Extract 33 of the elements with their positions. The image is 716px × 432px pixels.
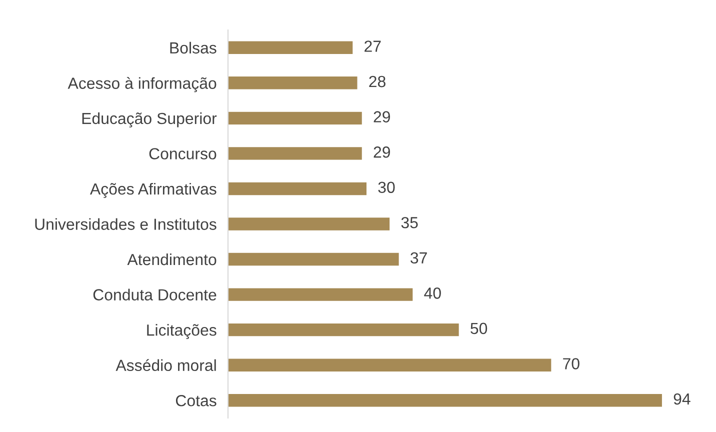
data-label: 29 xyxy=(374,146,390,158)
y-tick-label: Universidades e Institutos xyxy=(35,218,216,230)
y-tick-label: Licitações xyxy=(147,324,216,339)
data-label: 50 xyxy=(470,322,488,334)
bar xyxy=(228,112,362,125)
y-tick-label: Concurso xyxy=(149,148,216,160)
y-tick-label: Bolsas xyxy=(170,42,216,54)
y-tick-label: Cotas xyxy=(176,395,216,406)
data-label: 94 xyxy=(674,393,690,405)
bar xyxy=(228,218,390,230)
y-tick-label: Atendimento xyxy=(127,253,216,266)
bar xyxy=(228,252,399,266)
y-tick-label: Ações Afirmativas xyxy=(90,182,216,198)
y-tick-label: Acesso à informação xyxy=(68,77,216,92)
bar xyxy=(228,182,366,196)
y-tick-label: Assédio moral xyxy=(116,359,216,372)
bar xyxy=(228,147,362,160)
y-tick-label: Educação Superior xyxy=(82,112,217,128)
data-label: 40 xyxy=(424,288,441,299)
bar xyxy=(228,358,552,372)
data-label: 35 xyxy=(401,216,418,228)
bar xyxy=(228,41,353,54)
bar xyxy=(228,394,662,407)
data-label: 27 xyxy=(364,40,381,52)
data-label: 70 xyxy=(563,358,580,370)
data-label: 30 xyxy=(378,182,395,194)
data-label: 29 xyxy=(374,111,390,122)
data-label: 28 xyxy=(369,76,386,88)
y-tick-label: Conduta Docente xyxy=(93,288,216,300)
data-label: 37 xyxy=(410,252,427,264)
bar xyxy=(228,76,358,90)
bar xyxy=(228,288,413,301)
bar xyxy=(228,323,459,336)
